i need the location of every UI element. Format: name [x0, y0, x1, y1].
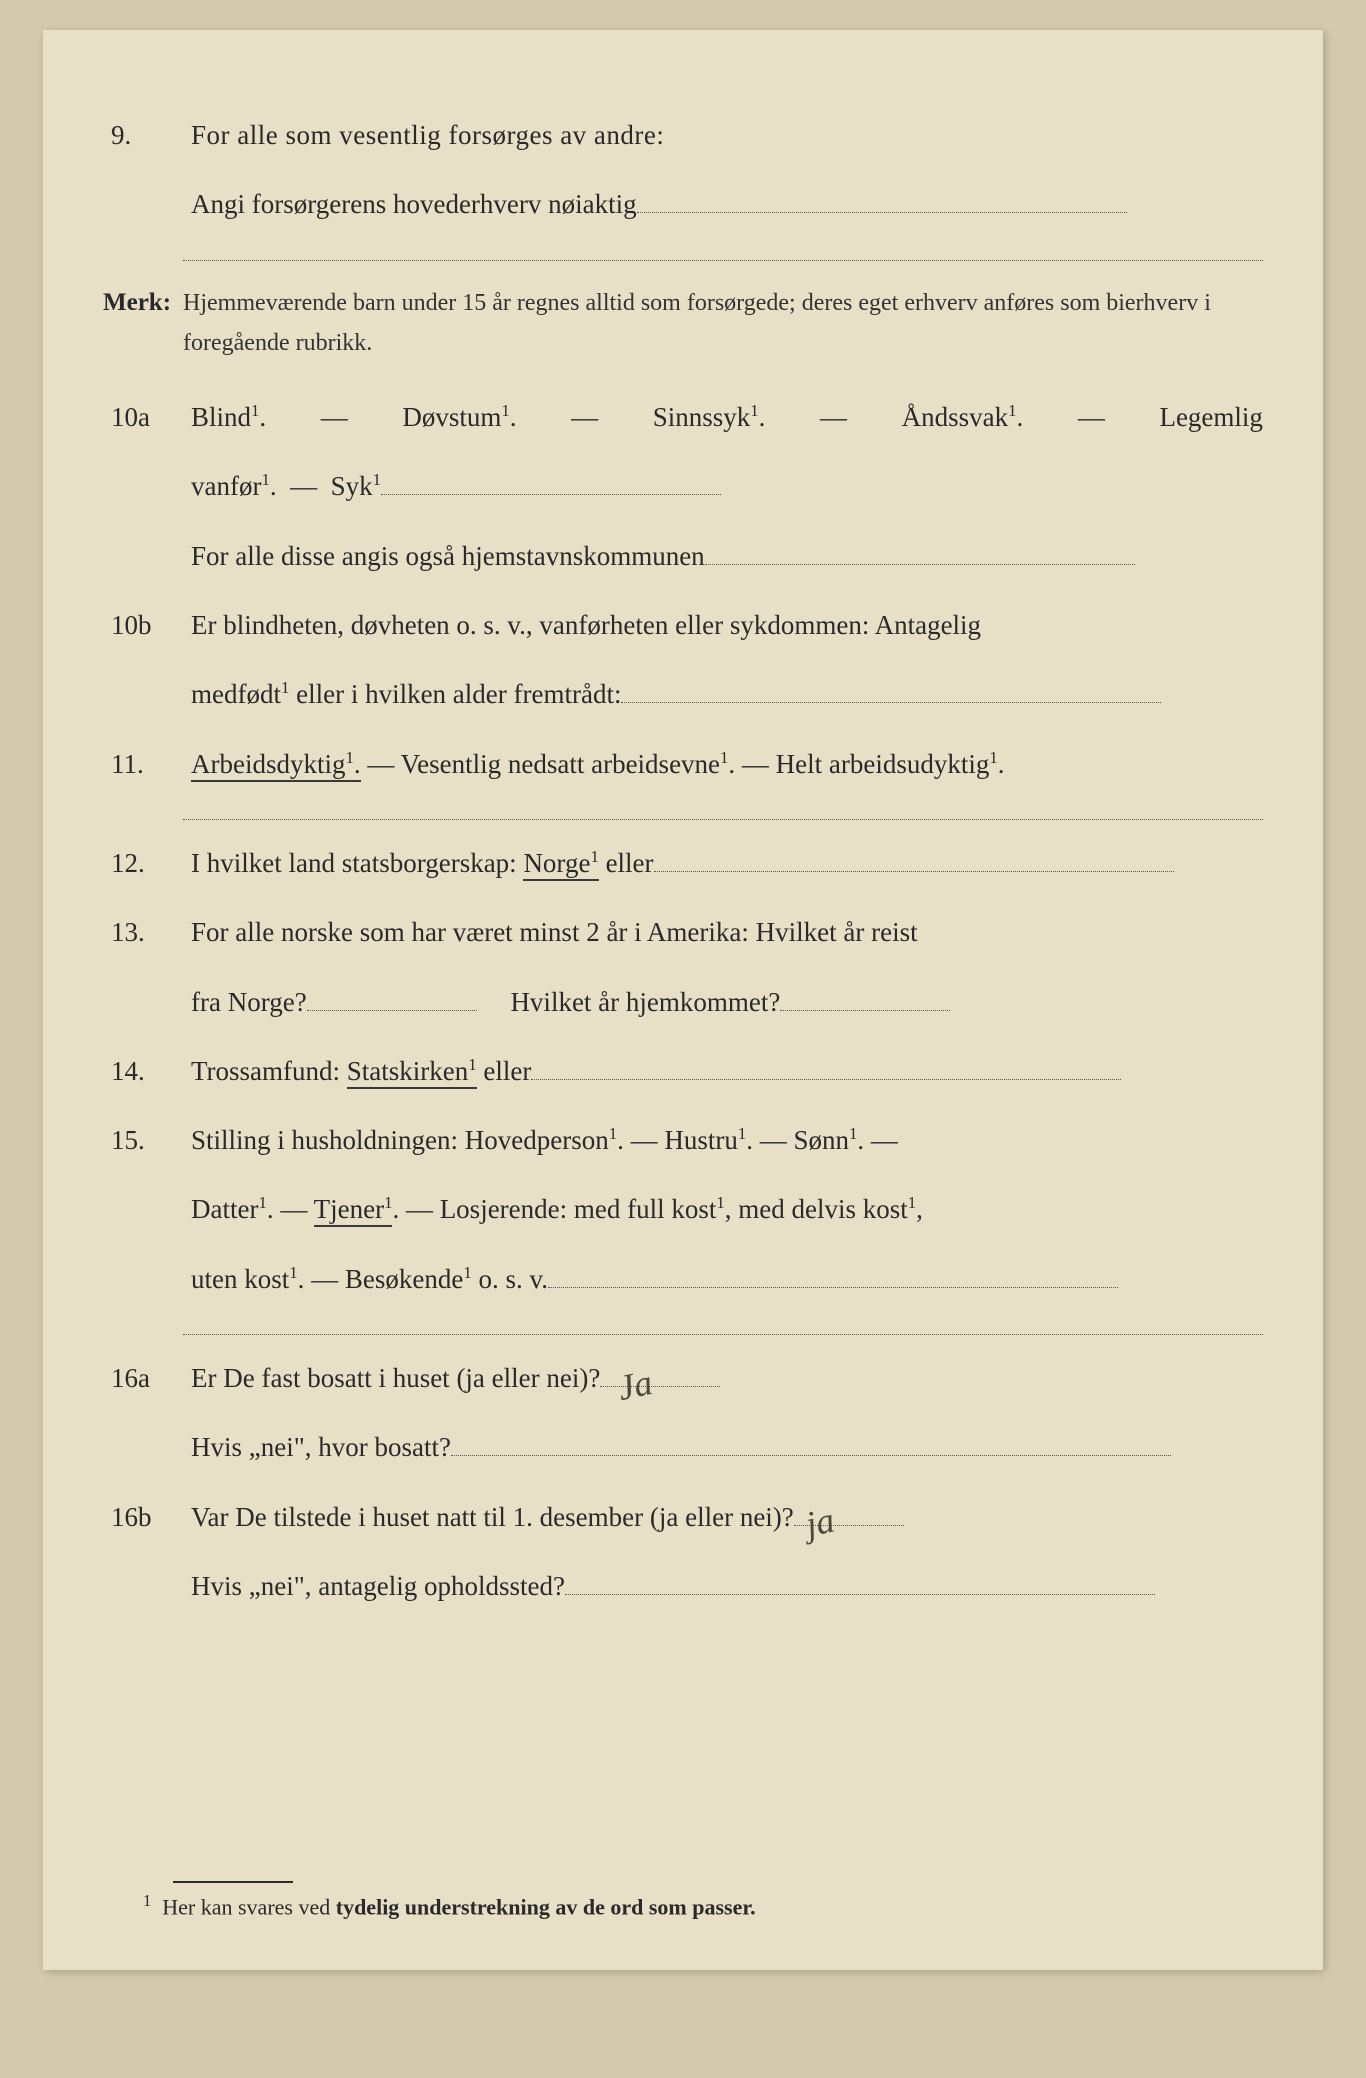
q13-blank1: [307, 987, 477, 1011]
q9-row2: Angi forsørgerens hovederhverv nøiaktig: [103, 179, 1263, 230]
q10a-blank2: [705, 541, 1135, 565]
q9-fullline: [183, 259, 1263, 261]
q16a-blank: Ja: [600, 1363, 720, 1387]
q15-d: . —: [857, 1125, 898, 1155]
q9-blank: [637, 189, 1127, 213]
footnote-textb: tydelig understrekning av de ord som pas…: [336, 1894, 756, 1919]
q12-texta: I hvilket land statsborgerskap:: [191, 848, 523, 878]
q15-row2: Datter1. — Tjener1. — Losjerende: med fu…: [103, 1184, 1263, 1235]
q10a-opt6: vanfør: [191, 471, 261, 501]
q11-number: 11.: [103, 739, 191, 790]
q15-blank: [548, 1264, 1118, 1288]
footnote-marker: 1: [143, 1891, 151, 1910]
q9-row: 9. For alle som vesentlig forsørges av a…: [103, 110, 1263, 161]
q10b-number: 10b: [103, 600, 191, 651]
q10a-opt5: Legemlig: [1159, 392, 1262, 443]
q16b-row: 16b Var De tilstede i huset natt til 1. …: [103, 1492, 1263, 1543]
q11-opt1: Arbeidsdyktig1.: [191, 749, 361, 782]
q10b-text2b: eller i hvilken alder fremtrådt:: [289, 679, 621, 709]
q10b-blank: [621, 679, 1161, 703]
q16b-row2: Hvis „nei", antagelig opholdssted?: [103, 1561, 1263, 1612]
q12-row: 12. I hvilket land statsborgerskap: Norg…: [103, 838, 1263, 889]
q10b-text1: Er blindheten, døvheten o. s. v., vanfør…: [191, 600, 1263, 651]
q16b-answer: ja: [799, 1486, 841, 1559]
q9-line1: For alle som vesentlig forsørges av andr…: [191, 110, 1263, 161]
merk-label: Merk:: [103, 279, 183, 327]
q13-blank2: [780, 987, 950, 1011]
q13-number: 13.: [103, 907, 191, 958]
q9-number: 9.: [103, 110, 191, 161]
q13-text1: For alle norske som har været minst 2 år…: [191, 907, 1263, 958]
q10a-number: 10a: [103, 392, 191, 443]
q16b-text1: Var De tilstede i huset natt til 1. dese…: [191, 1502, 794, 1532]
merk-row: Merk: Hjemmeværende barn under 15 år reg…: [103, 279, 1263, 365]
q12-textb: eller: [599, 848, 654, 878]
q13-text2a: fra Norge?: [191, 987, 307, 1017]
q13-row: 13. For alle norske som har været minst …: [103, 907, 1263, 958]
q16a-text2: Hvis „nei", hvor bosatt?: [191, 1432, 451, 1462]
q14-row: 14. Trossamfund: Statskirken1 eller: [103, 1046, 1263, 1097]
q11-mid: — Vesentlig nedsatt arbeidsevne: [361, 749, 720, 779]
q16b-blank: ja: [794, 1502, 904, 1526]
q11-fullline: [183, 818, 1263, 820]
q15-c: . — Sønn: [746, 1125, 849, 1155]
q14-opt: Statskirken1: [347, 1056, 477, 1089]
q15-line2a: Datter: [191, 1194, 258, 1224]
q15-fullline: [183, 1333, 1263, 1335]
q10b-text2a: medfødt: [191, 679, 281, 709]
q15-line2b: . —: [267, 1194, 314, 1224]
q13-text2b: Hvilket år hjemkommet?: [510, 987, 780, 1017]
q11-end: . — Helt arbeidsudyktig: [728, 749, 989, 779]
q16a-row2: Hvis „nei", hvor bosatt?: [103, 1422, 1263, 1473]
q15-row3: uten kost1. — Besøkende1 o. s. v.: [103, 1254, 1263, 1305]
footnote-texta: Her kan svares ved: [162, 1894, 336, 1919]
q15-line2c: . — Losjerende: med full kost: [392, 1194, 716, 1224]
q12-opt: Norge1: [523, 848, 598, 881]
q13-row2: fra Norge? Hvilket år hjemkommet?: [103, 977, 1263, 1028]
q12-blank: [654, 848, 1174, 872]
q10a-row: 10a Blind1. — Døvstum1. — Sinnssyk1. — Å…: [103, 392, 1263, 443]
q15-line3b: . — Besøkende: [298, 1264, 464, 1294]
q15-number: 15.: [103, 1115, 191, 1166]
q16a-number: 16a: [103, 1353, 191, 1404]
q10a-opt2: Døvstum: [402, 402, 501, 432]
q15-tjener: Tjener1: [314, 1194, 393, 1227]
merk-text: Hjemmeværende barn under 15 år regnes al…: [183, 283, 1263, 365]
q10a-opt4: Åndssvak: [902, 402, 1009, 432]
q16a-answer: Ja: [612, 1348, 659, 1422]
q10a-row2: vanfør1. — Syk1: [103, 461, 1263, 512]
q15-line2e: ,: [916, 1194, 923, 1224]
q14-texta: Trossamfund:: [191, 1056, 347, 1086]
q15-b: . — Hustru: [617, 1125, 738, 1155]
q11-row: 11. Arbeidsdyktig1. — Vesentlig nedsatt …: [103, 739, 1263, 790]
q10a-opt1: Blind: [191, 402, 251, 432]
q15-line3a: uten kost: [191, 1264, 289, 1294]
q15-line3c: o. s. v.: [472, 1264, 548, 1294]
q16b-blank2: [565, 1571, 1155, 1595]
q10a-blank: [381, 472, 721, 496]
q15-line2d: , med delvis kost: [725, 1194, 908, 1224]
q10a-row3: For alle disse angis også hjemstavnskomm…: [103, 531, 1263, 582]
q14-number: 14.: [103, 1046, 191, 1097]
census-form-page: 9. For alle som vesentlig forsørges av a…: [43, 30, 1323, 1970]
q16a-blank2: [451, 1432, 1171, 1456]
q10b-row: 10b Er blindheten, døvheten o. s. v., va…: [103, 600, 1263, 651]
q16b-number: 16b: [103, 1492, 191, 1543]
q12-number: 12.: [103, 838, 191, 889]
q10b-row2: medfødt1 eller i hvilken alder fremtrådt…: [103, 669, 1263, 720]
q9-line2-text: Angi forsørgerens hovederhverv nøiaktig: [191, 189, 637, 219]
q16a-text1: Er De fast bosatt i huset (ja eller nei)…: [191, 1363, 600, 1393]
q16a-row: 16a Er De fast bosatt i huset (ja eller …: [103, 1353, 1263, 1404]
q14-textb: eller: [477, 1056, 532, 1086]
q10a-opt3: Sinnssyk: [653, 402, 751, 432]
q14-blank: [531, 1056, 1121, 1080]
q10a-line3: For alle disse angis også hjemstavnskomm…: [191, 541, 705, 571]
footnote-rule: [173, 1881, 293, 1883]
q10a-opt7: Syk: [331, 471, 373, 501]
q15-row: 15. Stilling i husholdningen: Hovedperso…: [103, 1115, 1263, 1166]
footnote: 1 Her kan svares ved tydelig understrekn…: [103, 1881, 1263, 1920]
q16b-text2: Hvis „nei", antagelig opholdssted?: [191, 1571, 565, 1601]
q15-a: Stilling i husholdningen: Hovedperson: [191, 1125, 609, 1155]
